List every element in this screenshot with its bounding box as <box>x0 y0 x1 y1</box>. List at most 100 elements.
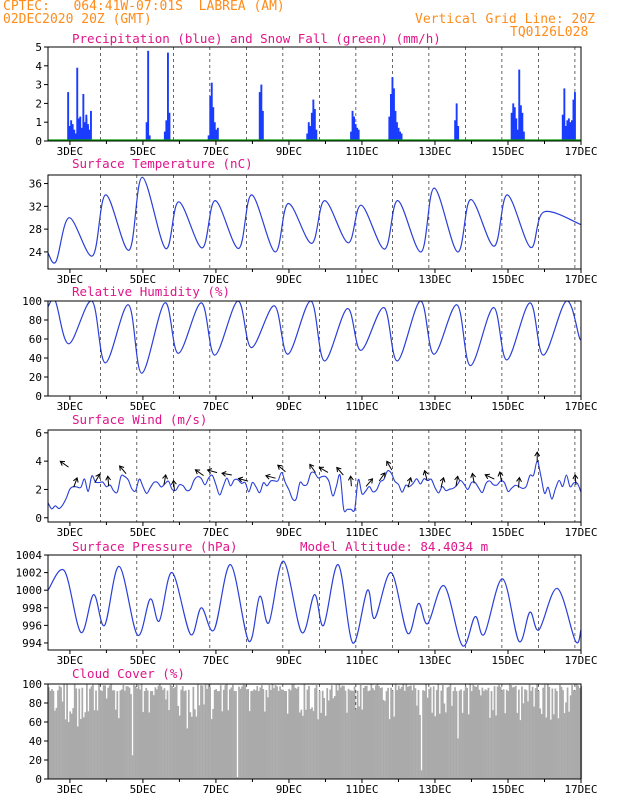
precip-bar <box>88 129 91 141</box>
cloud-bar <box>127 686 129 779</box>
cloud-bar <box>559 684 561 779</box>
cloud-bar <box>283 690 286 779</box>
cloud-xtick-label: 17DEC <box>564 783 597 796</box>
precip-bar <box>561 114 564 141</box>
cloud-bar <box>475 686 478 779</box>
cloud-bar <box>213 690 216 779</box>
cloud-bar <box>370 684 373 779</box>
cloud-bar <box>229 689 231 779</box>
cloud-bar <box>113 690 116 779</box>
cloud-bar <box>527 701 529 779</box>
cloud-bar <box>54 710 56 779</box>
precip-bar <box>397 127 400 141</box>
cloud-bar <box>264 711 266 779</box>
cloud-bar <box>406 686 409 779</box>
cloud-bar <box>448 686 450 779</box>
cloud-bar <box>267 697 269 779</box>
cloud-bar <box>99 690 102 779</box>
wind-arrow-head <box>170 479 177 485</box>
pres-ytick-label: 1002 <box>16 567 43 580</box>
cloud-bar <box>408 686 411 779</box>
cloud-bar <box>224 685 227 779</box>
wind-arrow <box>221 471 232 477</box>
cloud-bar <box>203 704 205 779</box>
wind-arrow-head <box>318 466 325 472</box>
cloud-bar <box>518 689 520 779</box>
cloud-bar <box>52 690 55 779</box>
cloud-bar <box>413 685 415 779</box>
wind-arrow-shaft <box>319 466 329 473</box>
cloud-bar <box>469 684 472 779</box>
cloud-bar <box>177 706 180 779</box>
cloud-bar <box>250 691 253 779</box>
wind-arrow-shaft <box>119 465 127 475</box>
cloud-bar <box>513 686 516 779</box>
cloud-xtick-label: 7DEC <box>203 783 230 796</box>
cloud-bar <box>116 691 119 779</box>
cloud-bar <box>352 690 354 779</box>
cloud-bar <box>306 689 309 779</box>
cloud-bar <box>227 710 230 779</box>
precip-bar <box>77 118 80 141</box>
cloud-bar <box>92 684 94 779</box>
wind-arrow-shaft <box>163 474 167 485</box>
cloud-bar <box>443 703 446 779</box>
cloud-bar <box>543 684 546 779</box>
cloud-bar <box>378 686 380 779</box>
cloud-bar <box>574 691 577 779</box>
cloud-bar <box>162 690 164 779</box>
cloud-bar <box>308 685 310 779</box>
wind-frame <box>47 429 582 523</box>
cloud-bar <box>457 738 459 779</box>
temp-frame <box>47 174 582 270</box>
cloud-bar <box>148 712 151 779</box>
cloud-bar <box>172 688 175 779</box>
cloud-bar <box>498 684 500 779</box>
precip-bar <box>212 107 215 141</box>
temp-xtick-label: 17DEC <box>564 273 597 286</box>
cloud-bar <box>511 687 514 779</box>
cloud-bar <box>338 684 341 779</box>
cloud-bar <box>375 685 377 779</box>
cloud-bar <box>128 687 131 779</box>
precip-xtick-label: 13DEC <box>418 145 451 158</box>
wind-arrow-head <box>439 476 446 483</box>
cloud-bar <box>241 686 243 779</box>
cloud-bar <box>496 686 499 779</box>
wind-speed-line <box>48 460 581 513</box>
wind-arrow <box>170 479 177 491</box>
precip-bar <box>315 129 318 141</box>
cloud-bar <box>400 686 403 779</box>
precip-bar <box>513 107 516 141</box>
cloud-bar <box>397 685 400 779</box>
wind-arrow-shaft <box>277 464 286 473</box>
wind-arrow <box>336 466 344 476</box>
wind-arrow-shaft <box>73 477 78 488</box>
cloud-bar <box>486 690 488 779</box>
header-model: TQ0126L028 <box>510 25 589 40</box>
cloud-bar <box>361 709 364 779</box>
cloud-bar <box>297 686 300 779</box>
cloud-bar <box>385 691 388 779</box>
wind-arrow-head <box>406 476 413 483</box>
rh-xtick-label: 7DEC <box>203 400 230 413</box>
wind-arrow <box>406 476 413 488</box>
cloud-bar <box>181 686 184 779</box>
cloud-bar <box>95 690 97 779</box>
cloud-bar <box>192 686 195 779</box>
cloud-bar <box>311 707 313 779</box>
cloud-bar <box>321 690 324 779</box>
cloud-bar <box>435 689 438 779</box>
pres-xtick-label: 7DEC <box>203 654 230 667</box>
pressure-line <box>48 560 581 647</box>
cloud-bar <box>81 687 84 779</box>
header-station: CPTEC: 064:41W-07:01S LABREA (AM) <box>3 0 285 14</box>
cloud-bar <box>562 690 564 779</box>
cloud-bar <box>388 719 391 779</box>
cloud-bar <box>463 690 465 779</box>
precip-bar <box>388 116 391 141</box>
cloud-bar <box>578 688 581 779</box>
cloud-bar <box>492 710 494 779</box>
wind-arrow-head <box>162 473 168 480</box>
